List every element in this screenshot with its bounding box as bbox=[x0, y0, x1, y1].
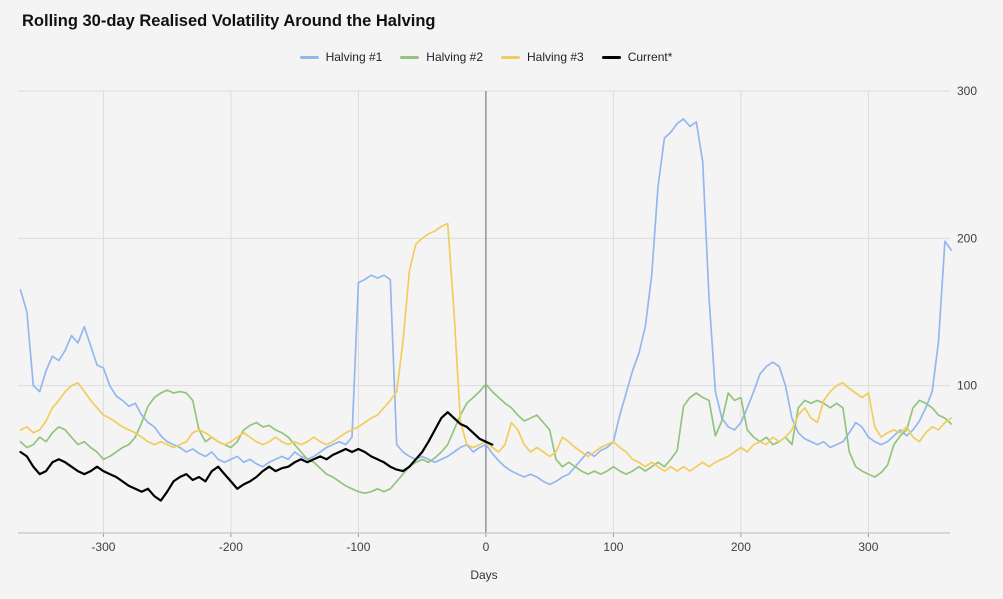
legend: Halving #1 Halving #2 Halving #3 Current* bbox=[0, 50, 972, 64]
legend-label-current-: Current* bbox=[627, 50, 673, 64]
x-axis-title: Days bbox=[470, 568, 497, 582]
x-tick-label: 300 bbox=[858, 540, 878, 554]
x-tick-label: 100 bbox=[603, 540, 623, 554]
legend-label-halving-2: Halving #2 bbox=[426, 50, 483, 64]
legend-item-current-: Current* bbox=[601, 50, 673, 64]
chart-title: Rolling 30-day Realised Volatility Aroun… bbox=[22, 12, 436, 30]
legend-item-halving-2: Halving #2 bbox=[400, 50, 483, 64]
x-tick-label: -100 bbox=[346, 540, 370, 554]
series-halving-1 bbox=[19, 118, 953, 486]
legend-swatch-halving-2 bbox=[400, 55, 420, 59]
y-tick-label: 200 bbox=[957, 231, 977, 245]
x-tick-label: 0 bbox=[483, 540, 490, 554]
series-current- bbox=[19, 411, 494, 502]
legend-swatch-current- bbox=[601, 55, 621, 59]
legend-item-halving-1: Halving #1 bbox=[299, 50, 383, 64]
x-tick-label: -300 bbox=[91, 540, 115, 554]
x-tick-label: -200 bbox=[219, 540, 243, 554]
legend-swatch-halving-1 bbox=[299, 55, 319, 59]
y-tick-label: 300 bbox=[957, 84, 977, 98]
y-tick-label: 100 bbox=[957, 379, 977, 393]
legend-item-halving-3: Halving #3 bbox=[501, 50, 584, 64]
legend-swatch-halving-3 bbox=[501, 55, 520, 59]
legend-label-halving-3: Halving #3 bbox=[527, 50, 584, 64]
x-tick-label: 200 bbox=[731, 540, 751, 554]
legend-label-halving-1: Halving #1 bbox=[325, 50, 383, 64]
